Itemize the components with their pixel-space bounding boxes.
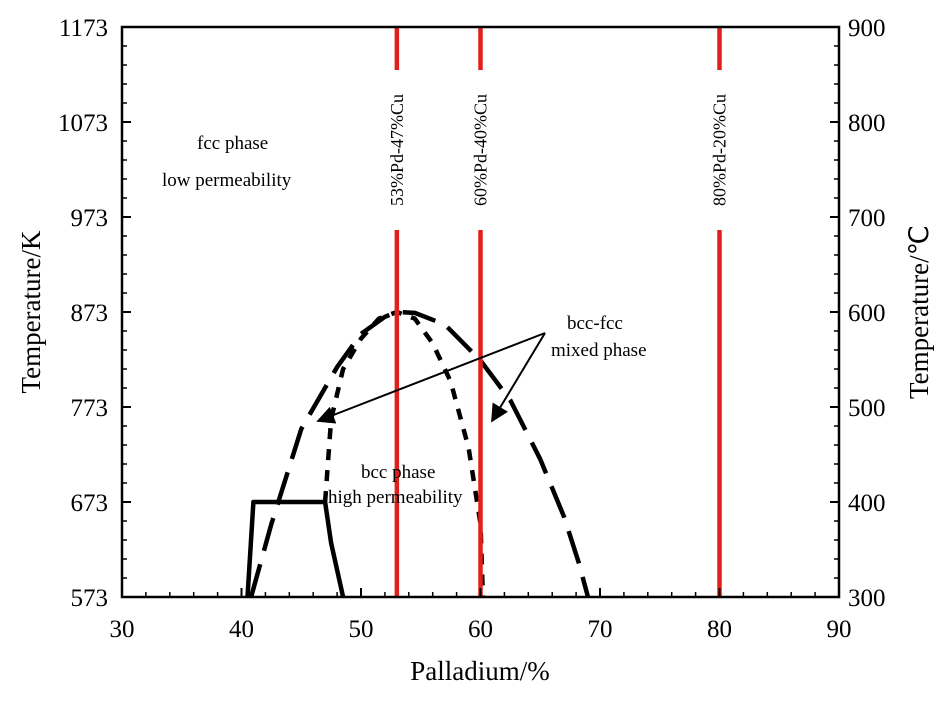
y-left-tick-label: 673 [71, 490, 109, 517]
y-right-tick-label: 700 [848, 205, 886, 232]
x-tick-label: 80 [707, 616, 732, 643]
phase-boundary-solid-2 [245, 499, 346, 598]
tick-labels-layer: 30 40 50 60 70 80 90 573 673 773 873 973 1073 1173 300… [58, 15, 886, 643]
x-tick-label: 60 [468, 616, 493, 643]
high-permeability-label: high permeability [328, 487, 463, 508]
composition-label-2: 80%Pd-20%Cu [710, 94, 730, 206]
y-right-tick-label: 900 [848, 15, 886, 42]
bcc-phase-label: bcc phase [361, 462, 435, 483]
x-tick-label: 40 [229, 616, 254, 643]
y-axis-right-title: Temperature/℃ [904, 225, 934, 399]
y-left-tick-label: 1173 [59, 15, 108, 42]
phase-boundary-short-dash-1 [322, 309, 486, 598]
bcc-fcc-label: bcc-fcc [567, 313, 623, 334]
y-left-tick-label: 1073 [58, 110, 108, 137]
y-right-tick-label: 800 [848, 110, 886, 137]
x-axis-title: Palladium/% [410, 656, 549, 686]
composition-label-0: 53%Pd-47%Cu [387, 94, 407, 206]
axis-ticks-layer [121, 26, 840, 598]
phase-boundary-long-dash-0 [248, 309, 591, 598]
y-right-tick-label: 600 [848, 300, 886, 327]
x-tick-label: 50 [349, 616, 374, 643]
x-tick-label: 90 [827, 616, 852, 643]
y-right-tick-label: 300 [848, 585, 886, 612]
phase-boundary-layer [245, 309, 591, 598]
y-right-tick-label: 400 [848, 490, 886, 517]
composition-label-1: 60%Pd-40%Cu [471, 94, 491, 206]
y-axis-left-title: Temperature/K [16, 230, 46, 394]
y-left-tick-label: 873 [71, 300, 109, 327]
x-tick-label: 70 [588, 616, 613, 643]
mixed-phase-arrow-left [316, 332, 546, 424]
y-left-tick-label: 973 [71, 205, 109, 232]
y-right-tick-label: 500 [848, 395, 886, 422]
fcc-phase-label: fcc phase [197, 133, 268, 154]
low-permeability-label: low permeability [162, 170, 292, 191]
y-left-tick-label: 573 [71, 585, 109, 612]
y-left-tick-label: 773 [71, 395, 109, 422]
mixed-phase-label: mixed phase [551, 340, 647, 361]
mixed-phase-arrow-right [491, 332, 546, 423]
composition-lines-layer: 53%Pd-47%Cu 60%Pd-40%Cu 80%Pd-20%Cu [387, 27, 730, 597]
x-tick-label: 30 [110, 616, 135, 643]
